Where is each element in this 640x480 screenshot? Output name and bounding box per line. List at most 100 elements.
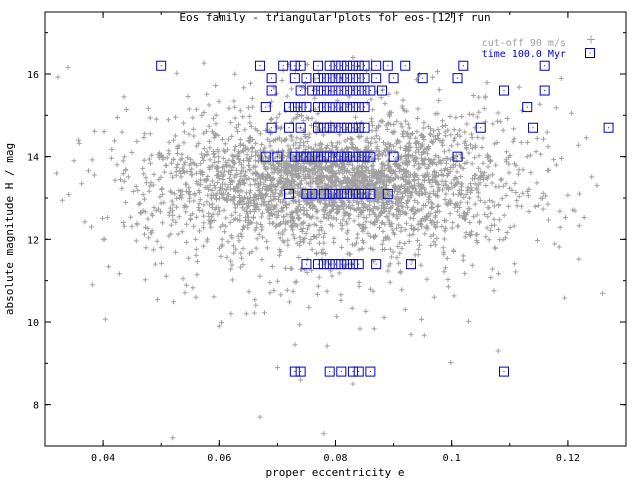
blue-point (336, 122, 347, 133)
blue-point (301, 73, 312, 84)
blue-point (539, 60, 550, 71)
blue-point (324, 102, 335, 113)
blue-point (284, 188, 295, 199)
y-tick-label: 10 (27, 318, 39, 329)
blue-point (528, 122, 539, 133)
blue-point (347, 259, 358, 270)
gray-point (524, 154, 530, 160)
blue-point (522, 102, 533, 113)
blue-point (400, 60, 411, 71)
blue-point (318, 102, 329, 113)
blue-point (289, 60, 300, 71)
blue-point (324, 73, 335, 84)
blue-point (365, 366, 376, 377)
blue-point (336, 85, 347, 96)
gray-point (350, 54, 356, 60)
legend: cut-off 90 m/s time 100.0 Myr (482, 35, 595, 60)
blue-point (307, 85, 318, 96)
blue-point (324, 151, 335, 162)
blue-point (359, 102, 370, 113)
blue-point (353, 102, 364, 113)
gray-point (553, 162, 559, 168)
blue-point (365, 188, 376, 199)
blue-point (353, 259, 364, 270)
blue-point (452, 73, 463, 84)
gray-point (158, 245, 164, 251)
gray-point (228, 311, 234, 317)
blue-point (382, 60, 393, 71)
blue-point (313, 122, 324, 133)
legend-marker-time (585, 48, 595, 58)
blue-point (284, 122, 295, 133)
blue-point (324, 259, 335, 270)
blue-point (313, 73, 324, 84)
legend-label-cutoff: cut-off 90 m/s (482, 38, 566, 49)
y-axis-ticks: 8 10 12 14 16 (27, 32, 626, 447)
blue-point (330, 188, 341, 199)
blue-point (382, 188, 393, 199)
blue-point (318, 259, 329, 270)
blue-point (347, 366, 358, 377)
blue-point (307, 151, 318, 162)
blue-point (347, 122, 358, 133)
gray-point (274, 364, 280, 370)
blue-point (278, 60, 289, 71)
blue-point (359, 60, 370, 71)
blue-point (353, 122, 364, 133)
blue-point (272, 151, 283, 162)
blue-point (603, 122, 614, 133)
gray-point (181, 129, 187, 135)
time-points (156, 60, 614, 377)
blue-point (359, 151, 370, 162)
gray-point (257, 414, 263, 420)
blue-point (353, 60, 364, 71)
blue-point (371, 60, 382, 71)
blue-point (336, 259, 347, 270)
blue-point (365, 85, 376, 96)
blue-point (342, 73, 353, 84)
blue-point (336, 188, 347, 199)
blue-point (359, 188, 370, 199)
blue-point (324, 60, 335, 71)
blue-point (324, 122, 335, 133)
gray-point (577, 191, 583, 197)
legend-marker-cutoff (587, 35, 595, 44)
gray-point (460, 253, 466, 259)
blue-point (336, 73, 347, 84)
blue-point (295, 102, 306, 113)
blue-point (330, 60, 341, 71)
y-tick-label: 14 (27, 153, 39, 164)
blue-point (406, 259, 417, 270)
gray-point (350, 381, 356, 387)
gray-point (152, 261, 158, 267)
blue-point (313, 259, 324, 270)
blue-point (313, 85, 324, 96)
point-cloud (55, 58, 605, 365)
blue-point (289, 102, 300, 113)
blue-point (318, 85, 329, 96)
blue-point (301, 188, 312, 199)
blue-point (342, 122, 353, 133)
x-tick-label: 0.12 (556, 453, 580, 464)
blue-point (324, 85, 335, 96)
gray-point (402, 307, 408, 313)
blue-point (353, 85, 364, 96)
blue-point (318, 188, 329, 199)
x-tick-label: 0.04 (91, 453, 115, 464)
blue-point (539, 85, 550, 96)
blue-point (260, 102, 271, 113)
blue-point (313, 151, 324, 162)
blue-point (342, 188, 353, 199)
blue-point (330, 102, 341, 113)
blue-point (295, 122, 306, 133)
blue-point (458, 60, 469, 71)
blue-point (347, 73, 358, 84)
y-tick-label: 16 (27, 70, 39, 81)
blue-point (347, 188, 358, 199)
blue-point (353, 188, 364, 199)
blue-point (371, 73, 382, 84)
blue-point (342, 102, 353, 113)
blue-point (353, 366, 364, 377)
blue-point (295, 85, 306, 96)
